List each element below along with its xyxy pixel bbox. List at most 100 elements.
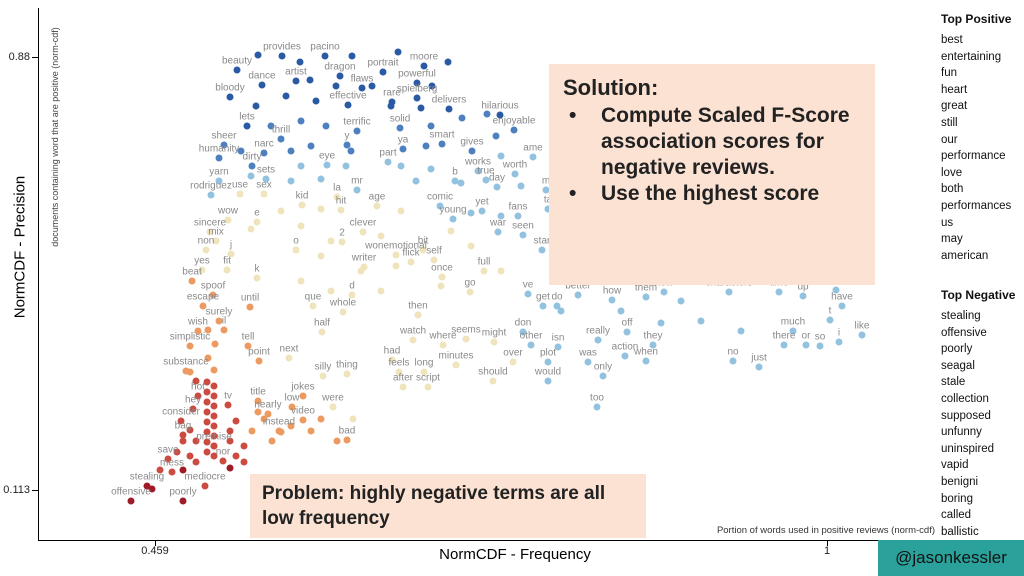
- scatter-dot: [544, 358, 552, 366]
- scatter-word-label: then: [408, 300, 428, 312]
- scatter-word-label: effective: [329, 90, 367, 102]
- scatter-dot: [467, 209, 475, 217]
- scatter-dot: [317, 205, 325, 213]
- scatter-word-label: flick: [402, 247, 420, 259]
- scatter-word-label: non: [197, 235, 215, 247]
- scatter-word-label: isn: [551, 332, 565, 344]
- scatter-dot: [657, 319, 665, 327]
- scatter-dot: [232, 417, 240, 425]
- scatter-dot: [343, 370, 351, 378]
- scatter-dot: [497, 152, 505, 160]
- scatter-word-label: title: [250, 386, 266, 398]
- scatter-dot: [204, 354, 212, 362]
- scatter-dot: [210, 442, 218, 450]
- scatter-dot: [307, 142, 315, 150]
- top-negative-item: stale: [941, 376, 966, 389]
- scatter-dot: [729, 357, 737, 365]
- scatter-dot: [215, 154, 223, 162]
- scatter-dot: [203, 408, 211, 416]
- scatter-word-label: o: [293, 235, 299, 247]
- scatter-dot: [299, 392, 307, 400]
- scatter-word-label: substance: [163, 356, 209, 368]
- scatter-dot: [168, 468, 176, 476]
- scatter-dot: [420, 62, 428, 70]
- scatter-word-label: yes: [194, 255, 210, 267]
- scatter-dot: [509, 358, 517, 366]
- scatter-dot: [317, 252, 325, 260]
- scatter-dot: [260, 190, 268, 198]
- top-positive-item: our: [941, 133, 958, 146]
- scatter-word-label: seen: [512, 220, 534, 232]
- scatter-dot: [468, 147, 476, 155]
- top-negative-item: vapid: [941, 459, 969, 472]
- scatter-dot: [697, 317, 705, 325]
- scatter-word-label: were: [322, 392, 344, 404]
- scatter-dot: [457, 179, 465, 187]
- scatter-word-label: il: [221, 315, 227, 327]
- scatter-word-label: when: [634, 346, 658, 358]
- scatter-dot: [285, 354, 293, 362]
- scatter-word-label: half: [313, 317, 331, 329]
- scatter-word-label: consider: [162, 406, 200, 418]
- scatter-dot: [480, 267, 488, 275]
- scatter-word-label: simplistic: [169, 331, 211, 343]
- scatter-word-label: surely: [205, 306, 233, 318]
- scatter-word-label: much: [780, 316, 806, 328]
- scatter-dot: [203, 438, 211, 446]
- scatter-dot: [209, 291, 217, 299]
- x-tick: [155, 540, 156, 546]
- scatter-dot: [143, 482, 151, 490]
- solution-bullet-text: Use the highest score: [601, 182, 820, 206]
- scatter-word-label: pacino: [310, 41, 340, 53]
- scatter-dot: [237, 147, 245, 155]
- scatter-dot: [164, 455, 172, 463]
- scatter-dot: [452, 361, 460, 369]
- scatter-word-label: hilarious: [481, 100, 519, 112]
- scatter-dot: [755, 363, 763, 371]
- scatter-dot: [278, 52, 286, 60]
- top-positive-title: Top Positive: [941, 12, 1012, 26]
- scatter-dot: [336, 72, 344, 80]
- top-positive-item: great: [941, 100, 968, 113]
- solution-callout: Solution: • Compute Scaled F-Score assoc…: [549, 64, 875, 285]
- scatter-dot: [319, 372, 327, 380]
- scatter-dot: [156, 466, 164, 474]
- scatter-dot: [297, 222, 305, 230]
- scatter-dot: [409, 336, 417, 344]
- scatter-dot: [478, 207, 486, 215]
- scatter-dot: [482, 176, 490, 184]
- author-handle: @jasonkessler: [878, 540, 1024, 576]
- scatter-word-label: self: [426, 245, 442, 257]
- scatter-dot: [529, 153, 537, 161]
- scatter-word-label: gives: [460, 136, 484, 148]
- scatter-dot: [437, 282, 445, 290]
- scatter-dot: [338, 238, 346, 246]
- scatter-dot: [318, 328, 326, 336]
- scatter-word-label: enjoyable: [492, 115, 536, 127]
- x-tick: [827, 540, 828, 546]
- top-positive-item: performances: [941, 199, 1012, 212]
- scatter-word-label: offensive: [111, 486, 151, 498]
- scatter-dot: [623, 328, 631, 336]
- solution-bullet-1: • Compute Scaled F-Score association sco…: [563, 103, 861, 181]
- scatter-dot: [194, 327, 202, 335]
- scatter-word-label: worth: [502, 159, 528, 171]
- scatter-dot: [224, 401, 232, 409]
- scatter-dot: [799, 292, 807, 300]
- scatter-word-label: off: [621, 317, 633, 329]
- scatter-word-label: rare: [383, 87, 401, 99]
- top-positive-list: Top Positive best entertaining fun heart gre…: [941, 12, 1024, 264]
- scatter-dot: [192, 377, 200, 385]
- scatter-dot: [210, 452, 218, 460]
- scatter-dot: [413, 79, 421, 87]
- scatter-dot: [444, 58, 452, 66]
- solution-bullet-text: Compute Scaled F-Score association score…: [601, 104, 850, 180]
- scatter-word-label: comic: [426, 191, 454, 203]
- scatter-dot: [309, 302, 317, 310]
- scatter-word-label: yarn: [209, 166, 229, 178]
- scatter-dot: [307, 427, 315, 435]
- scatter-dot: [220, 141, 228, 149]
- scatter-dot: [347, 147, 355, 155]
- scatter-word-label: war: [489, 217, 507, 229]
